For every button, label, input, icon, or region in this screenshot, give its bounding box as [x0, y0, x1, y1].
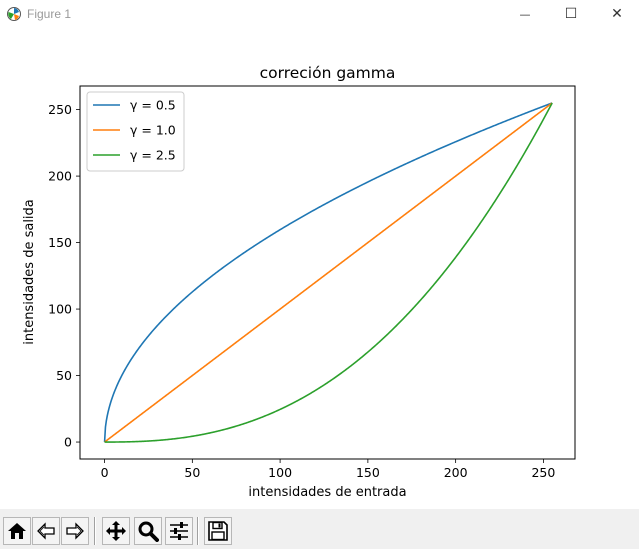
- chart-title: correción gamma: [260, 64, 396, 82]
- x-tick-label: 0: [101, 465, 109, 480]
- toolbar-separator: [94, 517, 96, 545]
- window-titlebar: Figure 1 — ☐ ✕: [0, 0, 639, 28]
- home-icon: [8, 523, 26, 539]
- sliders-icon: [170, 522, 188, 540]
- x-tick-label: 250: [531, 465, 555, 480]
- y-tick-label: 50: [56, 368, 72, 383]
- legend: γ = 0.5 γ = 1.0 γ = 2.5: [86, 91, 185, 172]
- matplotlib-icon: [7, 7, 21, 21]
- x-tick-label: 100: [268, 465, 292, 480]
- x-tick-label: 150: [356, 465, 380, 480]
- close-button[interactable]: ✕: [594, 0, 639, 28]
- legend-label-1: γ = 1.0: [130, 123, 176, 138]
- legend-box: [86, 91, 185, 172]
- configure-subplots-button[interactable]: [165, 517, 193, 545]
- maximize-button[interactable]: ☐: [548, 0, 594, 28]
- y-tick-label: 200: [48, 169, 72, 184]
- series-line-1: [104, 102, 553, 443]
- minimize-button[interactable]: —: [502, 0, 548, 28]
- floppy-icon: [208, 521, 228, 541]
- magnifier-icon: [138, 521, 159, 542]
- y-tick-label: 0: [64, 435, 72, 450]
- save-button[interactable]: [204, 517, 232, 545]
- figure-canvas[interactable]: 0 50 100 150 200 250 0 50 100 150 200 250 correción…: [0, 28, 639, 509]
- back-button[interactable]: [32, 517, 60, 545]
- series-line-0: [103, 102, 553, 443]
- y-tick-label: 250: [48, 102, 72, 117]
- x-tick-label: 200: [444, 465, 468, 480]
- zoom-button[interactable]: [134, 517, 162, 545]
- legend-label-2: γ = 2.5: [130, 148, 176, 163]
- y-tick-label: 100: [48, 302, 72, 317]
- y-axis-label: intensidades de salida: [22, 199, 37, 345]
- legend-label-0: γ = 0.5: [130, 98, 176, 113]
- move-icon: [106, 521, 126, 541]
- toolbar-separator: [197, 517, 199, 545]
- window-title: Figure 1: [27, 7, 72, 21]
- home-button[interactable]: [3, 517, 31, 545]
- forward-arrow-icon: [66, 522, 84, 540]
- forward-button[interactable]: [61, 517, 89, 545]
- minimize-icon: —: [519, 7, 531, 21]
- navigation-toolbar: [0, 509, 639, 549]
- back-arrow-icon: [37, 522, 55, 540]
- series-line-2: [104, 102, 553, 443]
- axes-frame: [79, 85, 576, 460]
- maximize-icon: ☐: [564, 6, 578, 22]
- close-icon: ✕: [611, 6, 623, 22]
- x-tick-label: 50: [184, 465, 200, 480]
- y-tick-label: 150: [48, 235, 72, 250]
- x-axis-label: intensidades de entrada: [248, 485, 406, 500]
- pan-button[interactable]: [102, 517, 130, 545]
